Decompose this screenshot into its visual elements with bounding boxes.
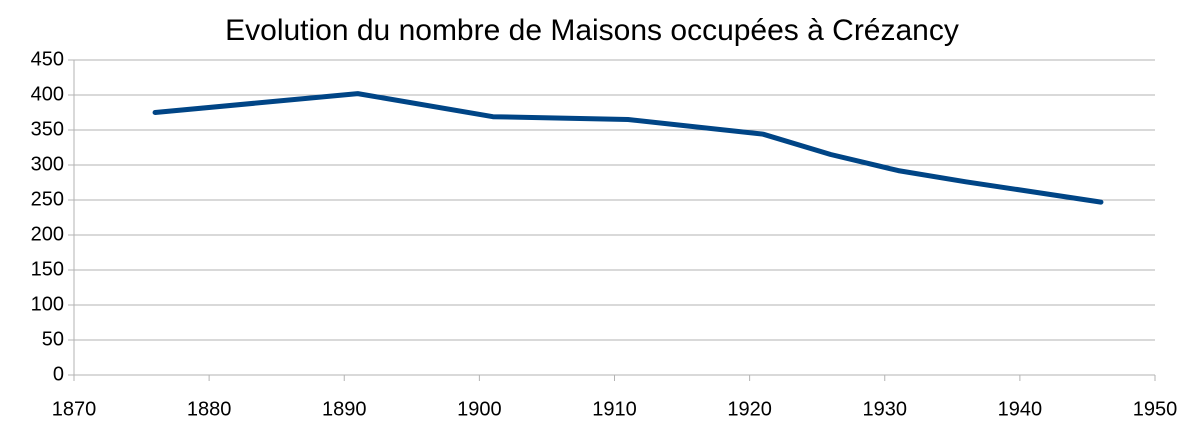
y-tick-label: 450 [31, 48, 64, 70]
y-tick-label: 250 [31, 188, 64, 210]
x-tick-label: 1940 [998, 398, 1043, 420]
chart-title: Evolution du nombre de Maisons occupées … [225, 14, 959, 47]
x-tick-label: 1930 [863, 398, 908, 420]
x-tick-label: 1910 [592, 398, 637, 420]
x-tick-label: 1870 [52, 398, 97, 420]
x-tick-label: 1920 [727, 398, 772, 420]
x-tick-label: 1890 [322, 398, 367, 420]
y-tick-label: 0 [53, 363, 64, 385]
y-tick-label: 200 [31, 223, 64, 245]
y-tick-label: 50 [42, 328, 64, 350]
data-line [152, 91, 1104, 205]
y-tick-label: 100 [31, 293, 64, 315]
y-tick-label: 150 [31, 258, 64, 280]
y-tick-label: 400 [31, 83, 64, 105]
y-tick-label: 300 [31, 153, 64, 175]
x-tick-label: 1880 [187, 398, 232, 420]
x-tick-label: 1900 [457, 398, 502, 420]
y-tick-label: 350 [31, 118, 64, 140]
x-tick-label: 1950 [1133, 398, 1178, 420]
